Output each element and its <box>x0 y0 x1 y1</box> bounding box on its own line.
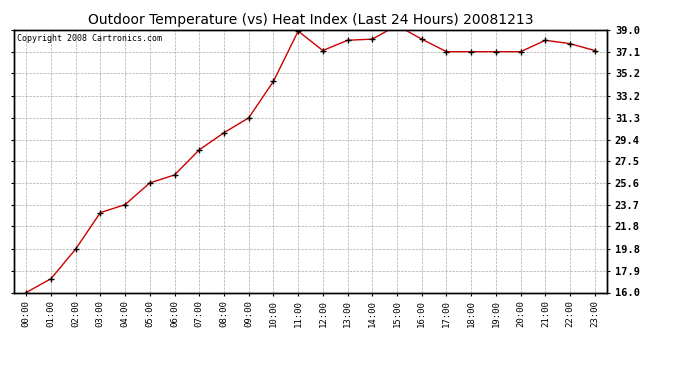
Text: Copyright 2008 Cartronics.com: Copyright 2008 Cartronics.com <box>17 34 161 43</box>
Title: Outdoor Temperature (vs) Heat Index (Last 24 Hours) 20081213: Outdoor Temperature (vs) Heat Index (Las… <box>88 13 533 27</box>
